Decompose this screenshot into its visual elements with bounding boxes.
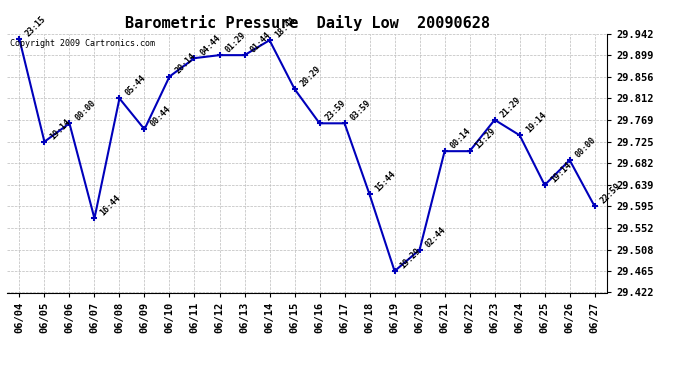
Text: 00:00: 00:00: [574, 135, 598, 159]
Text: 19:14: 19:14: [524, 111, 548, 135]
Text: 03:59: 03:59: [348, 99, 373, 123]
Text: 02:44: 02:44: [424, 225, 448, 249]
Text: 19:14: 19:14: [48, 117, 72, 141]
Text: 05:44: 05:44: [124, 74, 148, 98]
Text: 20:14: 20:14: [174, 52, 198, 76]
Text: 19:14: 19:14: [549, 160, 573, 184]
Text: 22:59: 22:59: [599, 182, 623, 206]
Text: 20:29: 20:29: [299, 64, 323, 88]
Text: 00:00: 00:00: [74, 99, 98, 123]
Text: Copyright 2009 Cartronics.com: Copyright 2009 Cartronics.com: [10, 39, 155, 48]
Text: 21:29: 21:29: [499, 95, 523, 119]
Text: 15:44: 15:44: [374, 170, 398, 194]
Text: 04:44: 04:44: [199, 33, 223, 57]
Text: 23:59: 23:59: [324, 99, 348, 123]
Text: 01:44: 01:44: [248, 30, 273, 54]
Text: 16:44: 16:44: [99, 194, 123, 217]
Text: 00:44: 00:44: [148, 105, 172, 129]
Text: 00:14: 00:14: [448, 126, 473, 150]
Text: 19:29: 19:29: [399, 246, 423, 270]
Text: 13:29: 13:29: [474, 126, 498, 150]
Title: Barometric Pressure  Daily Low  20090628: Barometric Pressure Daily Low 20090628: [125, 15, 489, 31]
Text: 23:15: 23:15: [23, 14, 48, 39]
Text: 01:29: 01:29: [224, 30, 248, 54]
Text: 18:44: 18:44: [274, 15, 298, 39]
